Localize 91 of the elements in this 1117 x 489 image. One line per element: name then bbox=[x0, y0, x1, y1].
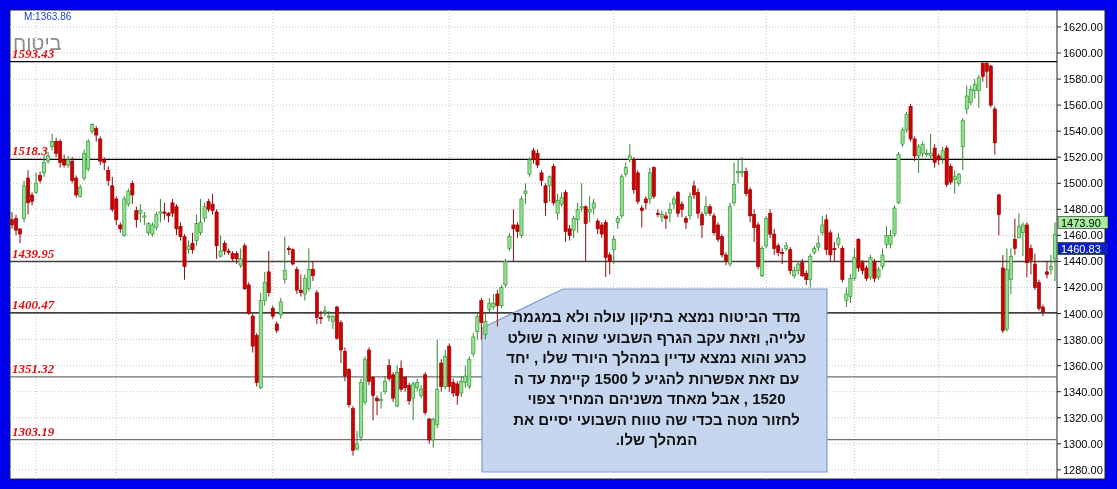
y-tick-label: 1620.00 bbox=[1063, 20, 1103, 33]
candlestick bbox=[294, 266, 299, 295]
candlestick bbox=[306, 247, 311, 292]
y-tick-label: 1440.00 bbox=[1063, 255, 1103, 268]
candlestick bbox=[427, 417, 432, 445]
candlestick bbox=[134, 206, 139, 229]
candlestick bbox=[379, 391, 383, 410]
candlestick bbox=[331, 314, 335, 330]
y-tick-label: 1600.00 bbox=[1063, 46, 1103, 59]
candlestick bbox=[952, 169, 957, 195]
candlestick bbox=[587, 195, 592, 223]
candlestick bbox=[884, 225, 889, 249]
candlestick bbox=[50, 133, 55, 152]
candlestick bbox=[507, 232, 512, 252]
annotation: המהלך שלו. bbox=[615, 431, 698, 448]
y-tick-label: 1320.00 bbox=[1063, 411, 1103, 424]
text: 1460.83 bbox=[1061, 242, 1101, 255]
candlestick bbox=[916, 143, 921, 174]
candlestick bbox=[42, 154, 46, 178]
candlestick bbox=[704, 195, 708, 217]
candlestick bbox=[808, 253, 813, 288]
candlestick bbox=[439, 358, 444, 393]
candlestick bbox=[266, 250, 271, 298]
y-tick-label: 1380.00 bbox=[1063, 333, 1103, 346]
candlestick bbox=[655, 208, 660, 218]
y-tick-label: 1400.00 bbox=[1063, 307, 1103, 320]
y-tick-label: 1580.00 bbox=[1063, 73, 1103, 86]
ref-line-label: 1518.3 bbox=[12, 143, 49, 159]
y-tick-label: 1540.00 bbox=[1063, 125, 1103, 138]
candlestick bbox=[483, 313, 488, 341]
candlestick bbox=[996, 193, 1001, 236]
candlestick bbox=[282, 236, 287, 285]
annotation: לחזור מטה בכדי שה טווח השבועי יסיים את bbox=[513, 410, 800, 428]
candlestick bbox=[130, 180, 135, 205]
y-tick-label: 1520.00 bbox=[1063, 151, 1103, 164]
y-tick-label: 1500.00 bbox=[1063, 177, 1103, 190]
candlestick bbox=[611, 234, 616, 265]
candlestick bbox=[547, 174, 552, 203]
annotation: מדד הביטוח נמצא בתיקון עולה ולא במגמת bbox=[512, 308, 801, 325]
candlestick bbox=[138, 203, 143, 223]
candlestick bbox=[976, 74, 981, 109]
candlestick bbox=[1012, 217, 1017, 256]
candlestick bbox=[495, 289, 500, 328]
candlestick bbox=[820, 215, 825, 236]
annotation: 1520 , אבל מאחד משניהם המחיר צפוי bbox=[527, 390, 786, 407]
candlestick bbox=[667, 202, 672, 223]
candlestick bbox=[298, 273, 303, 298]
candlestick bbox=[788, 246, 793, 275]
ref-line-label: 1400.47 bbox=[12, 296, 55, 312]
ref-line-label: 1351.32 bbox=[12, 360, 55, 376]
y-tick-label: 1480.00 bbox=[1063, 203, 1103, 216]
y-tick-label: 1280.00 bbox=[1063, 463, 1103, 476]
y-tick-label: 1560.00 bbox=[1063, 99, 1103, 112]
y-tick-label: 1340.00 bbox=[1063, 385, 1103, 398]
candlestick bbox=[527, 156, 532, 178]
annotation: M:1363.86 bbox=[24, 11, 72, 22]
candlestick bbox=[278, 297, 283, 320]
candlestick bbox=[932, 143, 937, 169]
ref-line-label: 1303.19 bbox=[12, 423, 55, 439]
candlestick bbox=[455, 380, 460, 406]
annotation: כרגע והוא נמצא עדיין במהלך היורד שלו , יחד bbox=[506, 349, 807, 366]
y-tick-label: 1420.00 bbox=[1063, 281, 1103, 294]
candlestick bbox=[1045, 260, 1049, 279]
annotation: עלייה, וזאת עקב הגרף השבועי שהוא ה שולט bbox=[507, 328, 806, 346]
y-tick-label: 1300.00 bbox=[1063, 437, 1103, 450]
candlestick bbox=[684, 215, 688, 230]
candlestick bbox=[583, 204, 588, 262]
y-tick-label: 1460.00 bbox=[1063, 229, 1103, 242]
annotation: עם זאת אפשרות להגיע ל 1500 קיימת עד ה bbox=[513, 369, 800, 387]
candlestick bbox=[880, 247, 885, 270]
y-tick-label: 1360.00 bbox=[1063, 359, 1103, 372]
candlestick bbox=[740, 156, 744, 178]
candlestick bbox=[34, 172, 38, 195]
candlestick bbox=[627, 143, 632, 163]
candlestick bbox=[479, 297, 484, 341]
candlestick bbox=[218, 234, 223, 259]
candlestick bbox=[14, 214, 18, 236]
text: 1473.90 bbox=[1061, 216, 1101, 229]
candlestick bbox=[972, 78, 977, 100]
ref-line-label: 1439.95 bbox=[12, 245, 55, 261]
candlestick bbox=[555, 193, 560, 221]
candlestick bbox=[383, 375, 387, 395]
candlestick bbox=[10, 211, 14, 230]
candlestick bbox=[868, 254, 873, 281]
candlestick bbox=[327, 310, 331, 322]
candlestick bbox=[676, 190, 680, 218]
candlestick bbox=[732, 161, 736, 206]
candlestick bbox=[310, 260, 315, 282]
candlestick bbox=[964, 85, 969, 115]
candlestick bbox=[323, 305, 327, 317]
candlestick bbox=[688, 191, 692, 221]
